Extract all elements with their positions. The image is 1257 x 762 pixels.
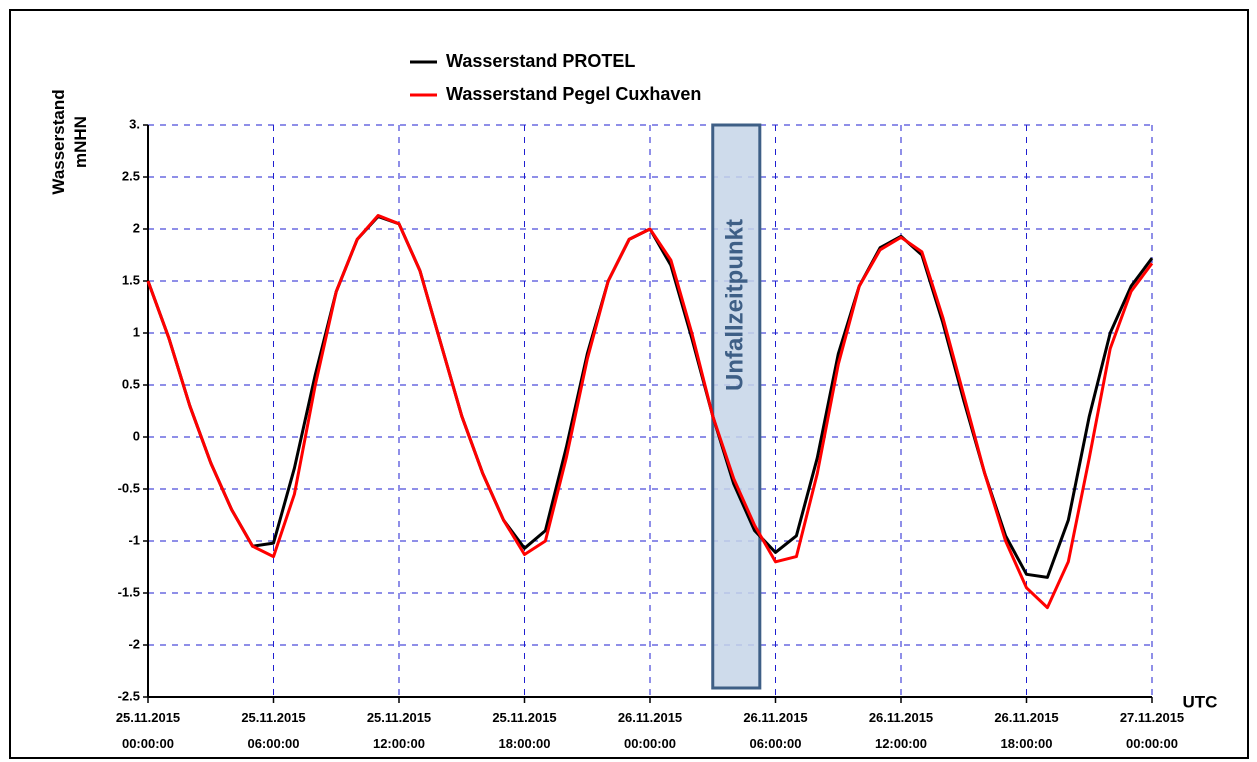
x-tick-label: 25.11.2015 06:00:00 bbox=[241, 710, 306, 751]
legend-label: Wasserstand PROTEL bbox=[446, 51, 635, 71]
frame bbox=[9, 9, 1249, 759]
y-tick-label: -2 bbox=[128, 636, 140, 651]
y-tick-label: 1.5 bbox=[122, 272, 140, 287]
x-tick-label: 25.11.2015 18:00:00 bbox=[492, 710, 557, 751]
y-tick-label: -1 bbox=[128, 532, 140, 547]
y-axis-label: Wasserstand mNHN bbox=[49, 89, 90, 195]
legend-label: Wasserstand Pegel Cuxhaven bbox=[446, 84, 701, 104]
y-tick-label: -1.5 bbox=[118, 584, 140, 599]
x-tick-label: 26.11.2015 06:00:00 bbox=[743, 710, 808, 751]
x-axis-label: UTC bbox=[1183, 692, 1218, 711]
y-tick-label: 0.5 bbox=[122, 376, 140, 391]
line-series bbox=[146, 214, 1154, 610]
x-tick-label: 27.11.2015 00:00:00 bbox=[1119, 710, 1185, 751]
x-tick-label: 25.11.2015 12:00:00 bbox=[366, 710, 432, 751]
x-tick-label: 26.11.2015 18:00:00 bbox=[994, 710, 1059, 751]
annotation-box bbox=[711, 123, 762, 690]
y-tick-label: 0 bbox=[133, 428, 140, 443]
y-tick-label: -2.5 bbox=[118, 688, 140, 703]
y-tick-label: 3. bbox=[129, 116, 140, 131]
x-tick-label: 26.11.2015 12:00:00 bbox=[868, 710, 934, 751]
y-tick-label: -0.5 bbox=[118, 480, 140, 495]
annotation-text: Unfallzeitpunkt bbox=[722, 219, 749, 391]
y-tick-label: 2 bbox=[133, 220, 140, 235]
y-tick-label: 1 bbox=[133, 324, 140, 339]
y-tick-label: 2.5 bbox=[122, 168, 140, 183]
x-tick-label: 26.11.2015 00:00:00 bbox=[617, 710, 683, 751]
x-tick-label: 25.11.2015 00:00:00 bbox=[115, 710, 181, 751]
